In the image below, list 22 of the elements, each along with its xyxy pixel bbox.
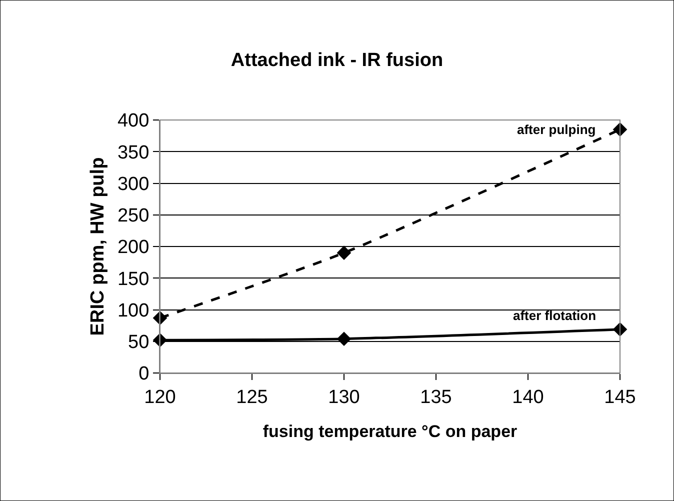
point [336, 246, 352, 260]
y-axis-title: ERIC ppm, HW pulp [87, 157, 108, 336]
chart-title: Attached ink - IR fusion [230, 50, 444, 71]
y-tick-label: 300 [117, 174, 150, 195]
y-tick-label: 350 [117, 142, 150, 164]
x-tick-label: 125 [236, 386, 268, 408]
y-tick-label: 100 [117, 300, 150, 322]
x-tick-label: 145 [604, 386, 636, 408]
series-label: after flotation [513, 308, 596, 323]
y-tick-label: 150 [117, 268, 150, 290]
x-tick-label: 140 [512, 386, 544, 408]
y-tick-label: 200 [117, 237, 150, 258]
point [336, 332, 352, 346]
x-tick-label: 130 [328, 386, 360, 408]
y-tick-label: 0 [138, 364, 150, 385]
y-tick-label: 50 [128, 332, 150, 354]
x-tick-label: 120 [144, 386, 176, 408]
series-label: after pulping [517, 122, 596, 137]
y-tick-label: 250 [117, 206, 150, 227]
x-axis-title: fusing temperature °C on paper [262, 422, 518, 442]
x-tick-label: 135 [420, 386, 452, 408]
y-tick-label: 400 [117, 110, 150, 132]
